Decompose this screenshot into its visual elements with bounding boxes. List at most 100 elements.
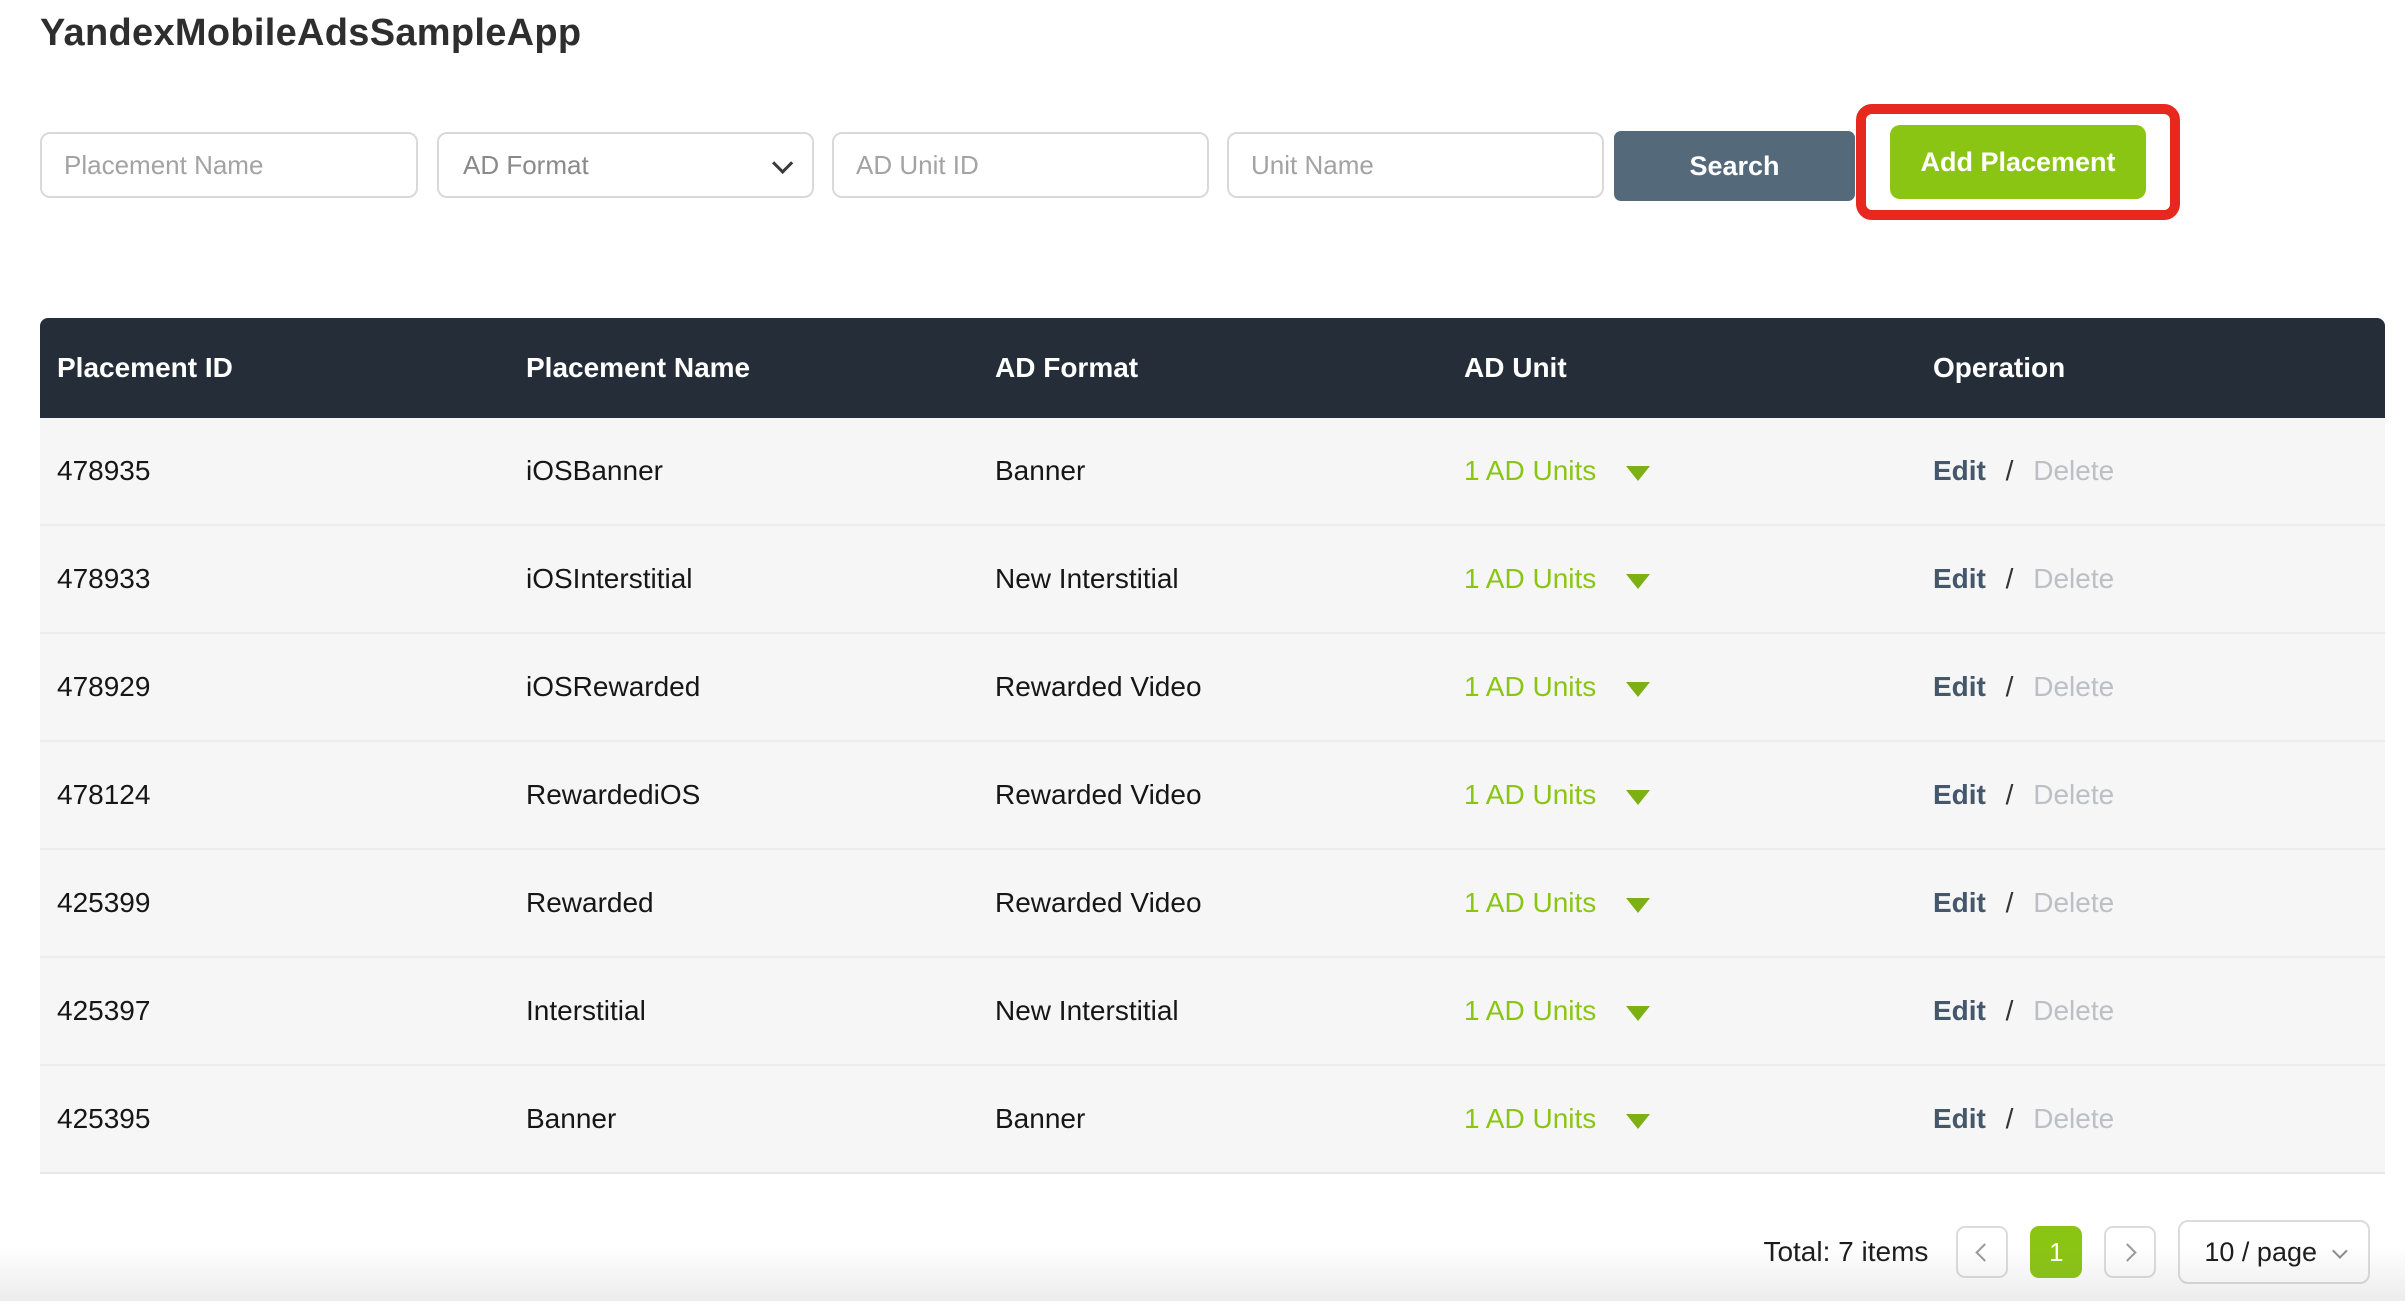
ad-units-dropdown-toggle[interactable]: 1 AD Units [1464, 1103, 1651, 1135]
ad-units-dropdown-toggle[interactable]: 1 AD Units [1464, 563, 1651, 595]
placement-name-cell: Rewarded [526, 887, 654, 918]
operation-separator: / [2005, 995, 2014, 1026]
edit-link[interactable]: Edit [1933, 1103, 1986, 1134]
placement-id-cell: 478933 [57, 563, 151, 594]
page-size-value: 10 / page [2204, 1236, 2317, 1267]
operation-cell: Edit / Delete [1916, 779, 2385, 811]
operation-cell: Edit / Delete [1916, 1103, 2385, 1135]
placement-id-cell: 425399 [57, 887, 151, 918]
placement-name-cell: iOSInterstitial [526, 563, 693, 594]
table-row: 425399 Rewarded Rewarded Video 1 AD Unit… [40, 850, 2385, 958]
delete-link[interactable]: Delete [2033, 671, 2115, 702]
chevron-down-icon [772, 152, 794, 174]
page-size-select[interactable]: 10 / page [2178, 1220, 2370, 1284]
ad-unit-cell: 1 AD Units [1447, 455, 1916, 487]
column-header-operation: Operation [1933, 352, 2066, 383]
delete-link[interactable]: Delete [2033, 1103, 2115, 1134]
column-header-placement-name: Placement Name [526, 352, 751, 383]
table-body: 478935 iOSBanner Banner 1 AD Units Edit … [40, 418, 2385, 1174]
operation-cell: Edit / Delete [1916, 995, 2385, 1027]
delete-link[interactable]: Delete [2033, 887, 2115, 918]
column-header-ad-unit: AD Unit [1464, 352, 1567, 383]
ad-units-dropdown-toggle[interactable]: 1 AD Units [1464, 779, 1651, 811]
table-row: 425395 Banner Banner 1 AD Units Edit / D… [40, 1066, 2385, 1174]
placement-id-cell: 478929 [57, 671, 151, 702]
ad-units-dropdown-toggle[interactable]: 1 AD Units [1464, 671, 1651, 703]
chevron-right-icon [2118, 1242, 2138, 1262]
ad-format-cell: New Interstitial [995, 563, 1179, 594]
placement-name-cell: iOSRewarded [526, 671, 701, 702]
ad-units-dropdown-toggle[interactable]: 1 AD Units [1464, 887, 1651, 919]
total-items-label: Total: 7 items [1763, 1236, 1929, 1267]
placement-id-cell: 478124 [57, 779, 151, 810]
placement-name-cell: RewardediOS [526, 779, 701, 810]
edit-link[interactable]: Edit [1933, 995, 1986, 1026]
operation-cell: Edit / Delete [1916, 887, 2385, 919]
table-row: 478929 iOSRewarded Rewarded Video 1 AD U… [40, 634, 2385, 742]
ad-units-count-label: 1 AD Units [1464, 455, 1597, 486]
edit-link[interactable]: Edit [1933, 887, 1986, 918]
ad-format-cell: Banner [995, 455, 1086, 486]
edit-link[interactable]: Edit [1933, 455, 1986, 486]
ad-unit-id-input[interactable] [832, 132, 1209, 198]
ad-units-count-label: 1 AD Units [1464, 563, 1597, 594]
operation-separator: / [2005, 671, 2014, 702]
red-highlight-annotation: Add Placement [1856, 104, 2180, 220]
placement-id-cell: 425395 [57, 1103, 151, 1134]
operation-cell: Edit / Delete [1916, 455, 2385, 487]
ad-format-cell: Rewarded Video [995, 779, 1202, 810]
edit-link[interactable]: Edit [1933, 563, 1986, 594]
ad-units-dropdown-toggle[interactable]: 1 AD Units [1464, 995, 1651, 1027]
ad-units-dropdown-toggle[interactable]: 1 AD Units [1464, 455, 1651, 487]
column-header-placement-id: Placement ID [57, 352, 233, 383]
ad-format-cell: New Interstitial [995, 995, 1179, 1026]
ad-unit-cell: 1 AD Units [1447, 671, 1916, 703]
placement-id-cell: 425397 [57, 995, 151, 1026]
operation-separator: / [2005, 779, 2014, 810]
operation-cell: Edit / Delete [1916, 563, 2385, 595]
ad-units-count-label: 1 AD Units [1464, 887, 1597, 918]
ad-unit-cell: 1 AD Units [1447, 779, 1916, 811]
search-button[interactable]: Search [1614, 131, 1855, 201]
caret-down-icon [1626, 681, 1651, 697]
caret-down-icon [1626, 1113, 1651, 1129]
table-row: 425397 Interstitial New Interstitial 1 A… [40, 958, 2385, 1066]
delete-link[interactable]: Delete [2033, 779, 2115, 810]
ad-units-count-label: 1 AD Units [1464, 779, 1597, 810]
ad-unit-cell: 1 AD Units [1447, 563, 1916, 595]
placements-table: Placement ID Placement Name AD Format AD… [40, 318, 2385, 1174]
ad-unit-cell: 1 AD Units [1447, 995, 1916, 1027]
current-page-button[interactable]: 1 [2030, 1226, 2083, 1278]
delete-link[interactable]: Delete [2033, 995, 2115, 1026]
ad-unit-cell: 1 AD Units [1447, 1103, 1916, 1135]
ad-unit-cell: 1 AD Units [1447, 887, 1916, 919]
next-page-button[interactable] [2104, 1226, 2157, 1278]
edit-link[interactable]: Edit [1933, 671, 1986, 702]
caret-down-icon [1626, 1005, 1651, 1021]
previous-page-button[interactable] [1956, 1226, 2009, 1278]
placement-name-cell: iOSBanner [526, 455, 663, 486]
unit-name-input[interactable] [1227, 132, 1604, 198]
operation-separator: / [2005, 1103, 2014, 1134]
caret-down-icon [1626, 465, 1651, 481]
operation-separator: / [2005, 455, 2014, 486]
add-placement-button[interactable]: Add Placement [1890, 125, 2146, 199]
ad-units-count-label: 1 AD Units [1464, 995, 1597, 1026]
chevron-left-icon [1975, 1242, 1995, 1262]
placement-name-input[interactable] [40, 132, 418, 198]
ad-format-cell: Rewarded Video [995, 887, 1202, 918]
table-row: 478124 RewardediOS Rewarded Video 1 AD U… [40, 742, 2385, 850]
delete-link[interactable]: Delete [2033, 455, 2115, 486]
table-row: 478935 iOSBanner Banner 1 AD Units Edit … [40, 418, 2385, 526]
table-row: 478933 iOSInterstitial New Interstitial … [40, 526, 2385, 634]
ad-format-cell: Banner [995, 1103, 1086, 1134]
ad-format-cell: Rewarded Video [995, 671, 1202, 702]
caret-down-icon [1626, 573, 1651, 589]
ad-format-select[interactable]: AD Format [437, 132, 814, 198]
placement-name-cell: Banner [526, 1103, 617, 1134]
delete-link[interactable]: Delete [2033, 563, 2115, 594]
ad-units-count-label: 1 AD Units [1464, 1103, 1597, 1134]
edit-link[interactable]: Edit [1933, 779, 1986, 810]
column-header-ad-format: AD Format [995, 352, 1139, 383]
caret-down-icon [1626, 897, 1651, 913]
